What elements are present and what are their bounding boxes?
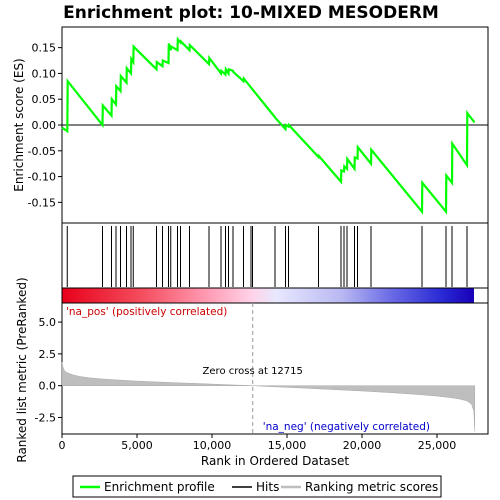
x-tick-label: 20,000 xyxy=(343,439,382,452)
metric-y-tick-label: 0.0 xyxy=(39,380,57,393)
es-y-tick-label: 0.00 xyxy=(32,119,57,132)
x-tick-label: 10,000 xyxy=(193,439,232,452)
enrichment-profile-line xyxy=(61,36,476,215)
legend-box xyxy=(72,475,442,498)
metric-y-tick-label: 5.0 xyxy=(39,316,57,329)
metric-panel-frame xyxy=(61,302,489,435)
chart-title: Enrichment plot: 10-MIXED MESODERM xyxy=(63,3,439,23)
metric-y-axis: -2.5 0.0 2.5 5.0 xyxy=(35,316,62,424)
es-y-tick-label: 0.10 xyxy=(32,67,57,80)
neg-correlated-label: 'na_neg' (negatively correlated) xyxy=(263,421,430,433)
hits-marks xyxy=(66,226,468,287)
x-tick-label: 0 xyxy=(59,439,66,452)
x-tick-label: 5,000 xyxy=(121,439,153,452)
es-y-tick-label: -0.15 xyxy=(28,196,56,209)
x-axis: 0 5,000 10,000 15,000 20,000 25,000 xyxy=(59,434,457,452)
metric-y-tick-label: 2.5 xyxy=(39,348,57,361)
legend-ranking-label: Ranking metric scores xyxy=(305,480,438,494)
x-axis-label: Rank in Ordered Dataset xyxy=(201,454,349,468)
metric-y-tick-label: -2.5 xyxy=(35,411,56,424)
es-y-tick-label: -0.05 xyxy=(28,145,56,158)
ranking-metric-area xyxy=(61,362,476,432)
es-y-tick-label: 0.05 xyxy=(32,93,57,106)
rank-color-bar xyxy=(62,288,474,303)
es-y-axis-label: Enrichment score (ES) xyxy=(12,58,26,191)
legend-hits-label: Hits xyxy=(256,480,279,494)
x-tick-label: 25,000 xyxy=(418,439,457,452)
zero-cross-label: Zero cross at 12715 xyxy=(203,366,303,377)
es-y-axis: -0.15 -0.10 -0.05 0.00 0.05 0.10 0.15 xyxy=(28,42,62,209)
pos-correlated-label: 'na_pos' (positively correlated) xyxy=(66,306,227,318)
x-tick-label: 15,000 xyxy=(268,439,307,452)
legend-enrichment-label: Enrichment profile xyxy=(104,480,215,494)
es-y-tick-label: -0.10 xyxy=(28,171,56,184)
es-y-tick-label: 0.15 xyxy=(32,42,57,55)
metric-y-axis-label: Ranked list metric (PreRanked) xyxy=(15,277,29,462)
